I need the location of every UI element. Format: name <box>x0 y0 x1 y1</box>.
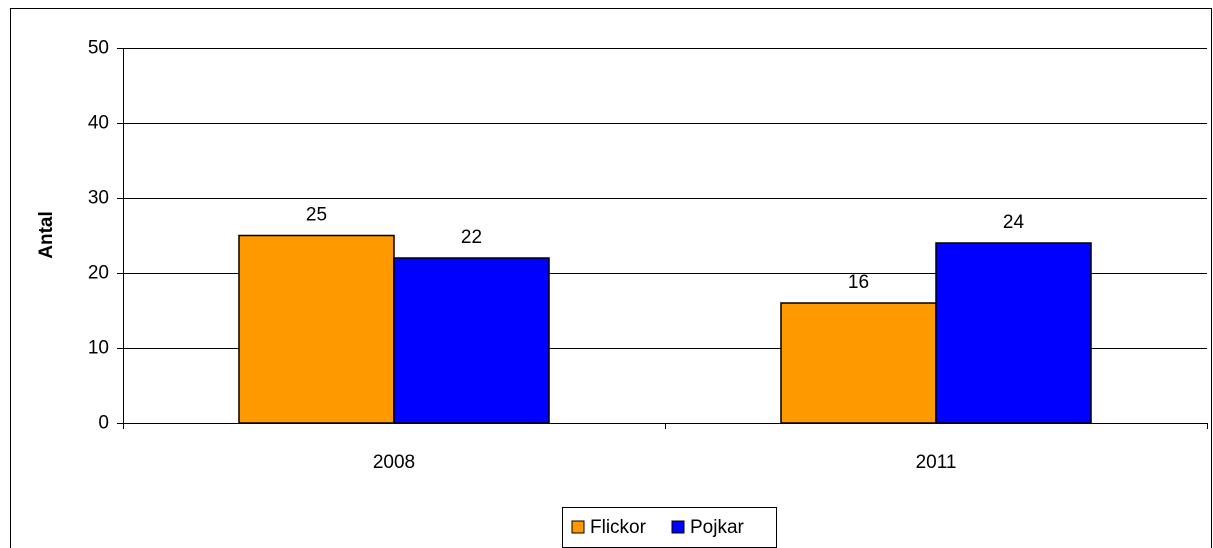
bar <box>780 302 937 424</box>
legend-label: Flickor <box>590 517 647 538</box>
data-label: 16 <box>848 272 869 293</box>
data-label: 24 <box>1003 212 1025 233</box>
y-tick-label: 40 <box>88 113 109 134</box>
y-tick-label: 20 <box>88 263 109 284</box>
bar <box>238 234 395 424</box>
x-tick-label: 2011 <box>916 452 957 473</box>
data-label: 22 <box>461 227 482 248</box>
data-label: 25 <box>306 205 327 226</box>
y-axis-label: Antal <box>36 211 57 259</box>
legend-swatch <box>671 520 685 534</box>
legend-box <box>562 507 777 548</box>
legend-label: Pojkar <box>690 517 745 538</box>
legend-swatch <box>571 520 585 534</box>
y-tick-label: 0 <box>98 413 109 434</box>
y-tick-label: 10 <box>88 338 109 359</box>
bar <box>935 242 1092 424</box>
bar <box>393 257 550 424</box>
x-tick-label: 2008 <box>373 452 415 473</box>
y-tick-label: 30 <box>88 188 109 209</box>
y-tick-label: 50 <box>88 38 109 59</box>
